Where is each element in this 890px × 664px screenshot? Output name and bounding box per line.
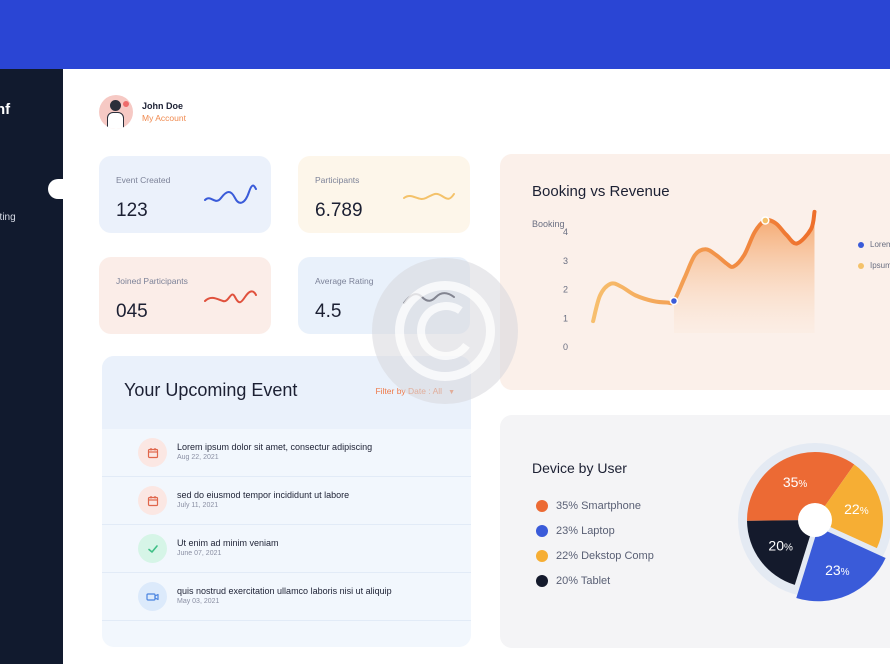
event-date: June 07, 2021 <box>177 550 222 557</box>
chart-title: Booking vs Revenue <box>532 183 670 200</box>
y-tick-label: 2 <box>563 285 568 295</box>
calendar-icon <box>138 486 167 515</box>
pie-slice <box>796 527 886 602</box>
user-name: John Doe <box>142 101 184 111</box>
pie-slice-unit: % <box>798 479 807 490</box>
calendar-icon <box>138 438 167 467</box>
stat-card-participants[interactable]: Participants 6.789 <box>298 156 470 233</box>
event-row[interactable]: Lorem ipsum dolor sit amet, consectur ad… <box>102 429 471 477</box>
event-row[interactable]: quis nostrud exercitation ullamco labori… <box>102 573 471 621</box>
date-filter-dropdown[interactable]: Filter by Date : All ▼ <box>375 386 455 396</box>
stat-label: Participants <box>315 175 360 185</box>
event-title: quis nostrud exercitation ullamco labori… <box>177 586 392 596</box>
stat-card-average-rating[interactable]: Average Rating 4.5 <box>298 257 470 334</box>
sparkline-icon <box>403 292 455 304</box>
pie-center-hole <box>798 503 832 537</box>
pie-slice-unit: % <box>841 567 850 578</box>
sidebar: nf eting <box>0 69 63 664</box>
sidebar-item-marketing[interactable]: eting <box>0 212 16 223</box>
y-tick-label: 4 <box>563 227 568 237</box>
legend-label: 20% Tablet <box>556 575 611 587</box>
filter-label: Filter by Date : All <box>375 386 443 396</box>
pie-slice-unit: % <box>860 506 869 517</box>
line-chart: 01234010203040506070 <box>563 209 817 352</box>
data-point <box>669 296 679 306</box>
stat-value: 4.5 <box>315 301 342 322</box>
upcoming-events-panel: Your Upcoming Event Filter by Date : All… <box>102 356 471 647</box>
device-legend-item[interactable]: 35% Smartphone <box>536 500 641 512</box>
events-header: Your Upcoming Event Filter by Date : All… <box>102 356 471 429</box>
my-account-link[interactable]: My Account <box>142 113 186 123</box>
event-title: Lorem ipsum dolor sit amet, consectur ad… <box>177 442 373 452</box>
top-bar <box>0 0 890 69</box>
stat-card-event-created[interactable]: Event Created 123 <box>99 156 271 233</box>
sparkline-icon <box>403 192 455 200</box>
pie-chart: 35%22%23%20% <box>738 443 890 602</box>
chart-y-label: Booking <box>532 219 565 229</box>
check-icon <box>138 534 167 563</box>
event-date: May 03, 2021 <box>177 598 220 605</box>
user-profile[interactable]: John Doe My Account <box>99 95 186 129</box>
y-tick-label: 3 <box>563 256 568 266</box>
calendar-glyph <box>147 447 158 458</box>
series-line <box>591 209 817 324</box>
device-legend-item[interactable]: 23% Laptop <box>536 525 615 537</box>
legend-label: 35% Smartphone <box>556 500 641 512</box>
legend-dot <box>536 575 548 587</box>
device-by-user-card: Device by User 35% Smartphone 23% Laptop… <box>500 415 890 648</box>
event-date: July 11, 2021 <box>177 502 219 509</box>
avatar[interactable] <box>99 95 133 129</box>
avatar-head-shape <box>110 100 121 111</box>
device-legend-item[interactable]: 20% Tablet <box>536 575 610 587</box>
stat-label: Joined Participants <box>116 276 188 286</box>
event-row[interactable]: Ut enim ad minim veniam June 07, 2021 <box>102 525 471 573</box>
event-row[interactable]: sed do eiusmod tempor incididunt ut labo… <box>102 477 471 525</box>
profile-names: John Doe My Account <box>142 101 186 123</box>
device-legend-item[interactable]: 22% Dekstop Comp <box>536 550 654 562</box>
data-point <box>761 216 770 225</box>
legend-item[interactable]: Lorem <box>858 240 890 249</box>
pie-slice-unit: % <box>784 543 793 554</box>
legend-label: Ipsum <box>870 261 890 270</box>
pie-slice <box>815 464 883 549</box>
line-area-fill <box>673 211 815 333</box>
stat-card-joined-participants[interactable]: Joined Participants 045 <box>99 257 271 334</box>
sparkline-icon <box>204 290 257 304</box>
legend-dot <box>536 550 548 562</box>
stat-value: 123 <box>116 200 148 221</box>
legend-dot <box>536 525 548 537</box>
y-tick-label: 1 <box>563 313 568 323</box>
legend-label: 23% Laptop <box>556 525 615 537</box>
y-tick-label: 0 <box>563 342 568 352</box>
legend-dot <box>536 500 548 512</box>
booking-revenue-card: Booking vs Revenue Booking 0123401020304… <box>500 154 890 390</box>
video-icon <box>138 582 167 611</box>
sidebar-active-notch <box>48 179 63 199</box>
event-title: sed do eiusmod tempor incididunt ut labo… <box>177 490 350 500</box>
caret-down-icon: ▼ <box>448 389 455 396</box>
main-content: John Doe My Account Event Created 123 Pa… <box>63 69 890 664</box>
legend-label: 22% Dekstop Comp <box>556 550 654 562</box>
stat-label: Average Rating <box>315 276 374 286</box>
pie-slice <box>747 520 815 585</box>
sidebar-brand[interactable]: nf <box>0 101 11 118</box>
stat-label: Event Created <box>116 175 171 185</box>
avatar-status-dot <box>123 101 129 107</box>
legend-dot <box>858 241 864 248</box>
video-glyph <box>146 592 159 601</box>
events-title: Your Upcoming Event <box>124 380 298 400</box>
stat-value: 045 <box>116 301 148 322</box>
chart-title: Device by User <box>532 460 627 476</box>
legend-label: Lorem <box>870 240 890 249</box>
check-glyph <box>147 544 158 553</box>
legend-dot <box>858 262 864 269</box>
sparkline-icon <box>204 184 257 204</box>
stat-value: 6.789 <box>315 200 363 221</box>
legend-item[interactable]: Ipsum <box>858 261 890 270</box>
pie-slice <box>747 452 855 521</box>
event-title: Ut enim ad minim veniam <box>177 538 279 548</box>
event-date: Aug 22, 2021 <box>177 454 219 461</box>
calendar-glyph <box>147 495 158 506</box>
avatar-body-shape <box>107 112 124 129</box>
